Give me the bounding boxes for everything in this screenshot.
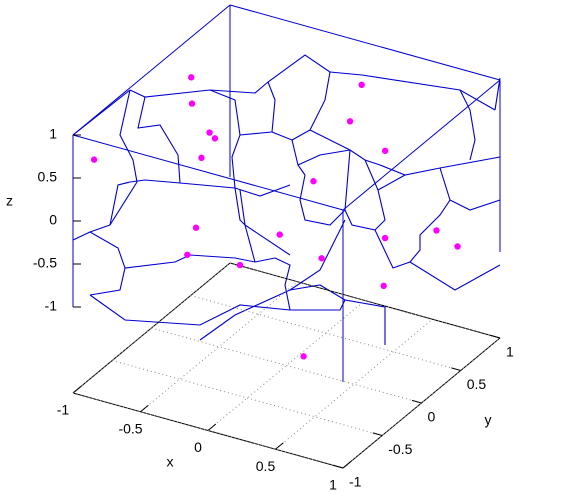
point [318,255,325,262]
z-tick-label: 0 [49,212,57,228]
point [381,147,389,155]
point [380,282,387,290]
x-axis-title: x [167,454,174,470]
point [188,74,195,81]
point [90,156,98,163]
z-tick-label: 1 [49,126,57,142]
point [276,231,283,238]
point [433,227,440,234]
point [192,224,200,231]
x-tick [207,423,217,431]
y-tick [372,432,383,436]
y-tick [411,399,422,404]
x-tick-label: -0.5 [118,420,142,436]
box-edge [229,4,501,81]
point [198,154,205,162]
voronoi-wireframe [72,54,501,345]
point [358,81,365,89]
box-edge [72,134,344,211]
grid-line [229,262,501,339]
x-tick [72,386,82,394]
x-tick [140,404,149,413]
y-tick-label: 0.5 [467,376,487,392]
x-tick [275,442,284,450]
grid-line [151,327,422,404]
x-tick-label: 0 [194,439,202,455]
point [206,129,213,136]
point [381,234,389,242]
grid-line [112,360,383,436]
y-tick [451,367,461,371]
x-tick-label: 0.5 [256,458,276,474]
x-tick-label: 1 [329,477,337,493]
y-tick-label: 0 [428,409,436,425]
x-tick-label: -1 [57,402,70,418]
grid-line [140,281,298,413]
point [454,243,461,250]
y-tick-label: -0.5 [388,441,412,457]
point [310,178,317,185]
y-tick-label: 1 [506,344,514,360]
y-axis-title: y [485,412,492,428]
grid-line [275,318,433,450]
point [188,100,196,107]
box-edge [72,4,231,136]
y-tick-label: -1 [349,474,362,490]
z-tick-label: 0.5 [38,169,58,185]
y-tick [490,334,501,339]
z-tick-label: -0.5 [33,255,57,271]
point [346,118,354,125]
z-axis-title: z [6,193,13,209]
point [184,251,191,258]
z-tick-label: -1 [45,298,58,314]
y-tick [333,464,344,469]
point [300,353,307,360]
grid-line [72,392,344,469]
box-edge [342,79,501,211]
point [236,261,244,269]
x-tick [342,461,352,469]
point [211,135,219,142]
grid-line [190,295,461,371]
